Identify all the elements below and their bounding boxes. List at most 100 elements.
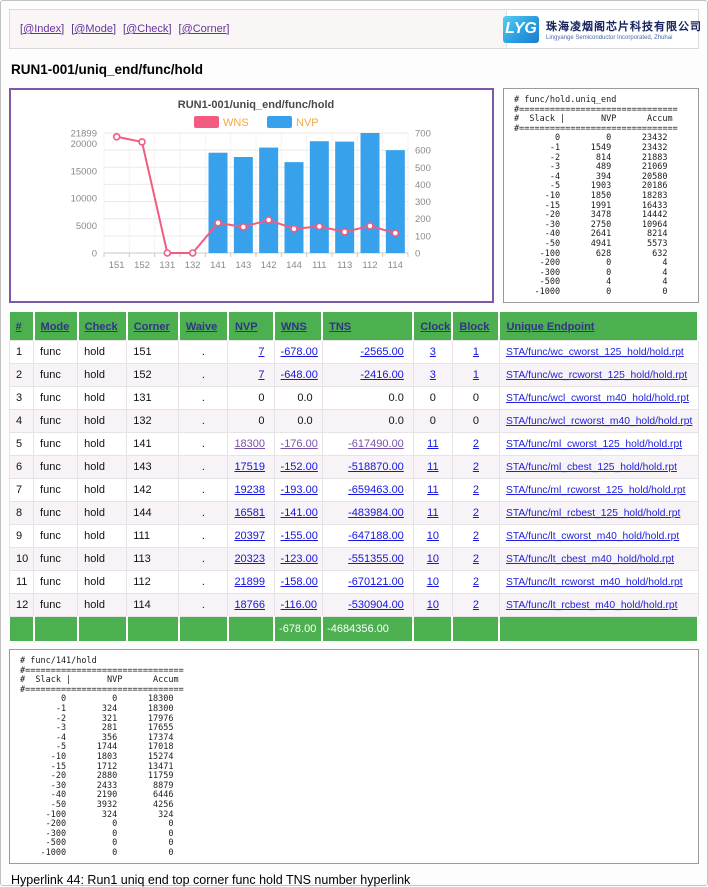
clock-link[interactable]: 11 — [427, 438, 439, 450]
cell-block: 1 — [451, 340, 500, 364]
nvp-link[interactable]: 19238 — [234, 484, 266, 496]
wns-link[interactable]: -155.00 — [280, 530, 318, 542]
tns-link[interactable]: -659463.00 — [348, 484, 404, 496]
cell-wns: -648.00 — [273, 363, 323, 387]
block-link[interactable]: 2 — [472, 461, 479, 473]
block-link[interactable]: 2 — [472, 599, 479, 611]
block-link[interactable]: 1 — [472, 346, 479, 358]
endpoint-link[interactable]: STA/func/ml_cbest_125_hold/hold.rpt — [505, 461, 677, 473]
wns-link[interactable]: -141.00 — [280, 507, 318, 519]
endpoint-link[interactable]: STA/func/ml_rcbest_125_hold/hold.rpt — [505, 507, 681, 519]
wns-link[interactable]: -116.00 — [280, 599, 318, 611]
tns-link[interactable]: -530904.00 — [348, 599, 404, 611]
nav-link-index[interactable]: @Index — [23, 23, 62, 35]
cell-endpoint: STA/func/wcl_rcworst_m40_hold/hold.rpt — [498, 409, 699, 433]
endpoint-link[interactable]: STA/func/lt_rcbest_m40_hold/hold.rpt — [505, 599, 678, 611]
endpoint-link[interactable]: STA/func/wcl_rcworst_m40_hold/hold.rpt — [505, 415, 693, 427]
column-header-link-waive[interactable]: Waive — [185, 321, 218, 333]
footer-cell — [33, 616, 79, 641]
cell-mode: func — [33, 593, 79, 617]
endpoint-link[interactable]: STA/func/wcl_cworst_m40_hold/hold.rpt — [505, 392, 689, 404]
nav-link-check[interactable]: @Check — [126, 23, 169, 35]
cell-waive: . — [178, 432, 229, 456]
nav-link-corner[interactable]: @Corner — [181, 23, 227, 35]
block-link[interactable]: 2 — [472, 530, 479, 542]
endpoint-link[interactable]: STA/func/wc_rcworst_125_hold/hold.rpt — [505, 369, 688, 381]
svg-text:0: 0 — [415, 249, 420, 260]
cell-wns: -176.00 — [273, 432, 323, 456]
clock-link[interactable]: 10 — [426, 553, 439, 565]
clock-link[interactable]: 11 — [427, 507, 439, 519]
cell-index: 7 — [8, 478, 35, 502]
nvp-link[interactable]: 20397 — [234, 530, 266, 542]
cell-endpoint: STA/func/lt_cbest_m40_hold/hold.rpt — [498, 547, 699, 571]
nvp-link[interactable]: 7 — [258, 346, 265, 358]
nvp-link[interactable]: 21899 — [234, 576, 266, 588]
endpoint-link[interactable]: STA/func/ml_rcworst_125_hold/hold.rpt — [505, 484, 686, 496]
endpoint-link[interactable]: STA/func/ml_cworst_125_hold/hold.rpt — [505, 438, 683, 450]
nvp-link[interactable]: 20323 — [234, 553, 266, 565]
cell-corner: 114 — [126, 593, 180, 617]
wns-link[interactable]: -193.00 — [280, 484, 318, 496]
column-header-link-wns[interactable]: WNS — [281, 321, 307, 333]
block-link[interactable]: 2 — [472, 553, 479, 565]
clock-link[interactable]: 10 — [426, 530, 439, 542]
tns-link[interactable]: -483984.00 — [348, 507, 404, 519]
cell-index: 8 — [8, 501, 35, 525]
wns-link[interactable]: -176.00 — [280, 438, 318, 450]
clock-link[interactable]: 11 — [427, 484, 439, 496]
svg-text:21899: 21899 — [71, 129, 97, 140]
tns-link[interactable]: -670121.00 — [348, 576, 404, 588]
nav-link-mode[interactable]: @Mode — [74, 23, 113, 35]
cell-corner: 151 — [126, 340, 180, 364]
column-header-link-clock[interactable]: Clock — [420, 321, 451, 333]
tns-link[interactable]: -518870.00 — [348, 461, 404, 473]
tns-link[interactable]: -551355.00 — [348, 553, 404, 565]
column-header-link-unique-endpoint[interactable]: Unique Endpoint — [506, 321, 595, 333]
tns-link[interactable]: -2565.00 — [360, 346, 404, 358]
wns-link[interactable]: -678.00 — [280, 346, 318, 358]
table-row: 11 func hold 112. 21899 -158.00 -670121.00 10 2 S… — [8, 570, 699, 594]
endpoint-link[interactable]: STA/func/lt_rcworst_m40_hold/hold.rpt — [505, 576, 683, 588]
column-header-link-check[interactable]: Check — [84, 321, 118, 333]
clock-link[interactable]: 10 — [426, 599, 439, 611]
block-link[interactable]: 2 — [472, 484, 479, 496]
block-link[interactable]: 2 — [472, 576, 479, 588]
table-row: 12 func hold 114. 18766 -116.00 -530904.00 10 2 S… — [8, 593, 699, 617]
nvp-link[interactable]: 18300 — [234, 438, 266, 450]
column-header-link-block[interactable]: Block — [459, 321, 490, 333]
clock-link[interactable]: 3 — [429, 369, 436, 381]
endpoint-link[interactable]: STA/func/lt_cbest_m40_hold/hold.rpt — [505, 553, 675, 565]
column-header-link-index[interactable]: # — [15, 321, 22, 333]
block-link[interactable]: 2 — [472, 507, 479, 519]
clock-link[interactable]: 3 — [429, 346, 436, 358]
wns-link[interactable]: -158.00 — [280, 576, 318, 588]
nvp-link[interactable]: 7 — [258, 369, 265, 381]
tns-link[interactable]: -2416.00 — [360, 369, 404, 381]
column-header-link-corner[interactable]: Corner — [133, 321, 170, 333]
table-row: 5 func hold 141. 18300 -176.00 -617490.00 11 2 ST… — [8, 432, 699, 456]
clock-link[interactable]: 10 — [426, 576, 439, 588]
endpoint-link[interactable]: STA/func/lt_cworst_m40_hold/hold.rpt — [505, 530, 680, 542]
block-link[interactable]: 2 — [472, 438, 479, 450]
footer-cell — [227, 616, 276, 641]
table-row: 7 func hold 142. 19238 -193.00 -659463.00 11 2 ST… — [8, 478, 699, 502]
wns-link[interactable]: -152.00 — [280, 461, 318, 473]
block-link[interactable]: 1 — [472, 369, 479, 381]
nvp-link[interactable]: 17519 — [234, 461, 266, 473]
nvp-link[interactable]: 18766 — [234, 599, 266, 611]
column-header-link-mode[interactable]: Mode — [40, 321, 70, 333]
bracket: [ — [71, 23, 75, 35]
tns-link[interactable]: -647188.00 — [348, 530, 404, 542]
wns-link[interactable]: -648.00 — [280, 369, 318, 381]
wns-link[interactable]: -123.00 — [280, 553, 318, 565]
endpoint-link[interactable]: STA/func/wc_cworst_125_hold/hold.rpt — [505, 346, 684, 358]
nvp-link[interactable]: 16581 — [234, 507, 266, 519]
clock-link[interactable]: 11 — [427, 461, 439, 473]
column-header-link-tns[interactable]: TNS — [329, 321, 352, 333]
column-header-link-nvp[interactable]: NVP — [234, 321, 258, 333]
cell-tns: -647188.00 — [321, 524, 414, 548]
column-header-wns: WNS — [274, 312, 324, 341]
bracket: ] — [168, 23, 172, 35]
tns-link[interactable]: -617490.00 — [348, 438, 404, 450]
